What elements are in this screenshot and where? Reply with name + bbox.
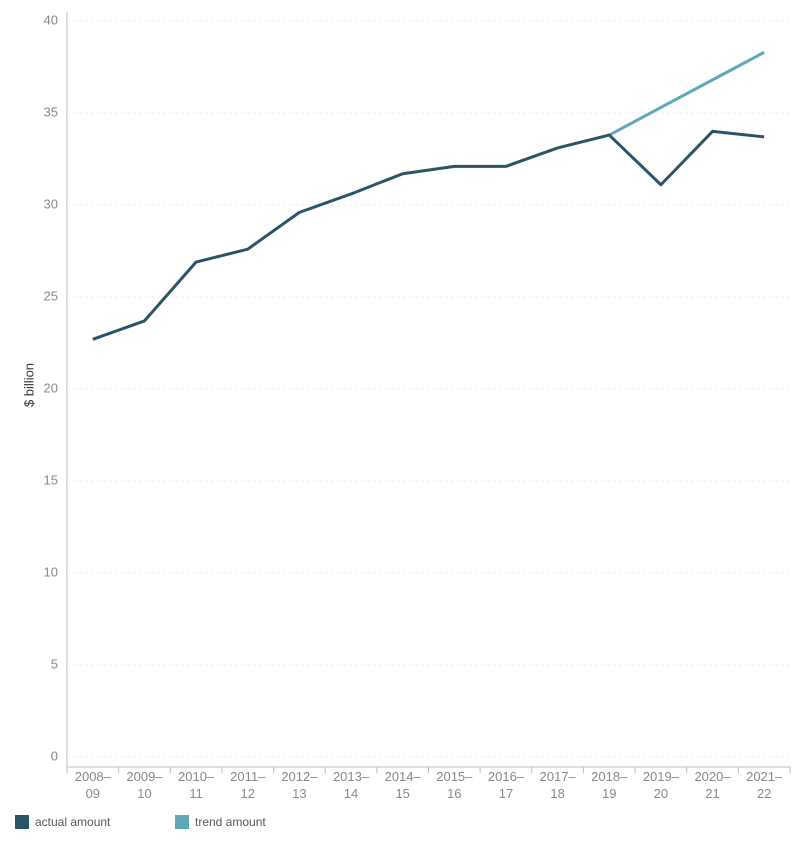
legend-swatch <box>175 815 189 829</box>
line-series <box>608 50 765 137</box>
x-tick-label: 2017–18 <box>539 769 576 801</box>
x-tick-label: 2020–21 <box>694 769 731 801</box>
x-tick-label: 2013–14 <box>332 769 370 801</box>
x-tick-label: 2010–11 <box>178 769 215 801</box>
legend-item: actual amount <box>15 815 110 829</box>
y-tick-label: 30 <box>44 196 58 211</box>
y-tick-label: 0 <box>51 748 58 763</box>
legend-label: trend amount <box>195 815 266 829</box>
y-tick-label: 10 <box>44 564 58 579</box>
x-tick-label: 2011–12 <box>230 769 266 801</box>
y-tick-label: 40 <box>44 12 58 27</box>
x-tick-label: 2009–10 <box>126 769 163 801</box>
y-tick-label: 15 <box>44 472 58 487</box>
legend-label: actual amount <box>35 815 111 829</box>
x-tick-label: 2014–15 <box>384 769 421 801</box>
y-tick-label: 20 <box>44 380 58 395</box>
x-tick-label: 2012–13 <box>281 769 318 801</box>
x-tick-label: 2015–16 <box>436 769 473 801</box>
x-tick-label: 2016–17 <box>487 769 525 801</box>
y-tick-label: 35 <box>44 104 58 119</box>
x-tick-label: 2019–20 <box>642 769 679 801</box>
y-axis-title: $ billion <box>21 363 36 407</box>
legend-swatch <box>15 815 29 829</box>
x-tick-label: 2021–22 <box>746 769 783 801</box>
y-tick-label: 25 <box>44 288 58 303</box>
legend-item: trend amount <box>175 815 266 829</box>
y-tick-label: 5 <box>51 656 58 671</box>
line-series <box>92 129 765 341</box>
x-tick-label: 2018–19 <box>591 769 628 801</box>
x-tick-label: 2008–09 <box>74 769 111 801</box>
